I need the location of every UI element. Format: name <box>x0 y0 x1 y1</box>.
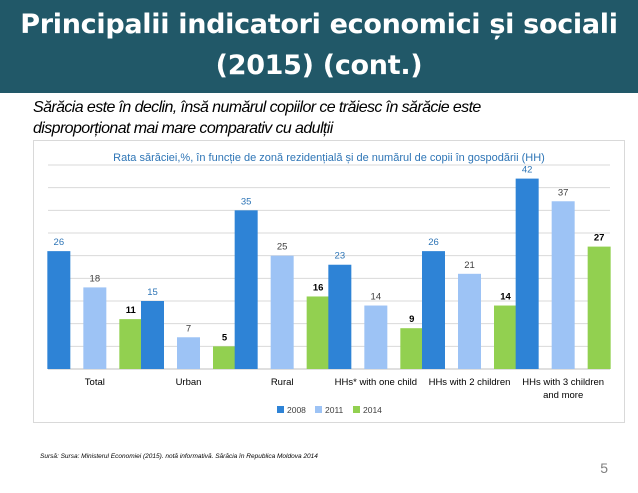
data-label: 42 <box>522 165 533 176</box>
title-banner: Principalii indicatori economici și soci… <box>0 0 638 93</box>
data-label: 7 <box>186 323 191 334</box>
page-number: 5 <box>600 460 608 476</box>
bar-2008 <box>234 210 258 369</box>
data-label: 9 <box>409 314 414 325</box>
bar-2008 <box>47 251 71 369</box>
data-label: 26 <box>54 237 65 248</box>
legend-label-2008: 2008 <box>287 405 306 415</box>
legend-swatch-2008 <box>277 406 284 413</box>
data-label: 21 <box>464 260 475 271</box>
data-label: 23 <box>335 251 346 262</box>
bar-2011 <box>83 287 107 369</box>
slide-title-line1: Principalii indicatori economici și soci… <box>20 9 618 40</box>
bar-2011 <box>458 273 481 369</box>
slide-subtitle: Sărăcia este în declin, însă numărul cop… <box>33 97 553 139</box>
slide-title: Principalii indicatori economici și soci… <box>0 4 638 86</box>
bar-2014 <box>587 246 611 369</box>
bar-2014 <box>400 328 424 369</box>
bar-2008 <box>515 178 539 369</box>
legend-swatch-2011 <box>315 406 322 413</box>
bar-2011 <box>177 337 200 369</box>
legend-swatch-2014 <box>353 406 360 413</box>
data-label: 25 <box>277 242 288 253</box>
category-label: HHs* with one child <box>335 377 417 388</box>
bar-2011 <box>551 201 575 369</box>
category-label: Rural <box>271 377 294 388</box>
bar-2011 <box>364 305 388 369</box>
data-label: 14 <box>500 292 511 303</box>
data-label: 18 <box>90 273 101 284</box>
data-label: 16 <box>313 282 324 293</box>
category-label: and more <box>543 390 583 401</box>
slide-subtitle-line2: disproporționat mai mare comparativ cu a… <box>33 120 333 137</box>
category-label: Urban <box>176 377 202 388</box>
legend-label-2014: 2014 <box>363 405 382 415</box>
bar-2014 <box>494 305 517 369</box>
source-note: Sursă: Sursa: Ministerul Economiei (2015… <box>40 453 318 460</box>
data-label: 35 <box>241 196 252 207</box>
data-label: 26 <box>428 237 439 248</box>
bar-2008 <box>328 264 352 369</box>
category-label: HHs with 2 children <box>429 377 511 388</box>
poverty-rate-chart: Rata sărăciei,%, în funcție de zonă rezi… <box>47 152 611 415</box>
data-label: 5 <box>222 332 228 343</box>
data-label: 27 <box>594 233 605 244</box>
bar-2011 <box>270 255 294 369</box>
chart-title: Rata sărăciei,%, în funcție de zonă rezi… <box>113 152 545 164</box>
data-label: 15 <box>147 287 158 298</box>
bar-2008 <box>422 251 445 369</box>
slide-title-line2: (2015) (cont.) <box>215 50 423 81</box>
bar-2008 <box>141 301 164 369</box>
data-label: 14 <box>371 292 382 303</box>
chart-container: Rata sărăciei,%, în funcție de zonă rezi… <box>33 140 625 423</box>
legend-label-2011: 2011 <box>325 405 344 415</box>
bar-2014 <box>119 319 143 369</box>
slide-subtitle-line1: Sărăcia este în declin, însă numărul cop… <box>33 99 481 116</box>
category-label: HHs with 3 children <box>522 377 604 388</box>
data-label: 11 <box>126 305 137 316</box>
bar-2014 <box>306 296 330 369</box>
category-label: Total <box>85 377 105 388</box>
data-label: 37 <box>558 187 569 198</box>
bar-2014 <box>213 346 236 369</box>
